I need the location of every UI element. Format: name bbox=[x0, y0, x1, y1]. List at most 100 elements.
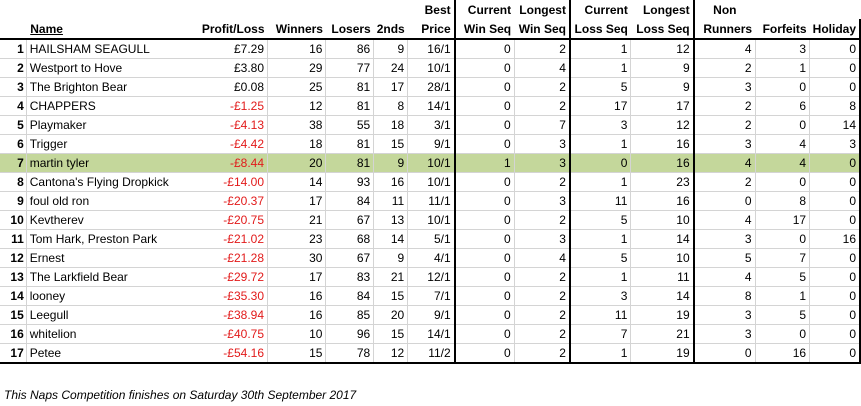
header-current-win-seq-1: Current bbox=[453, 0, 515, 19]
losers-count: 86 bbox=[325, 39, 375, 59]
current-loss-seq: 11 bbox=[568, 191, 632, 211]
winners-count: 16 bbox=[267, 305, 327, 325]
best-price: 14/1 bbox=[407, 96, 456, 116]
player-name: Playmaker bbox=[26, 115, 188, 135]
best-price: 12/1 bbox=[407, 267, 456, 287]
seconds-count: 15 bbox=[373, 134, 409, 154]
longest-win-seq: 3 bbox=[514, 229, 571, 249]
header-longest-loss-seq-2: Loss Seq bbox=[630, 19, 694, 40]
longest-loss-seq: 9 bbox=[630, 77, 695, 97]
player-name: Kevtherev bbox=[26, 210, 188, 230]
non-runners: 8 bbox=[692, 286, 756, 306]
longest-loss-seq: 10 bbox=[630, 210, 695, 230]
table-row: 11 Tom Hark, Preston Park -£21.02 23 68 14 5/1… bbox=[0, 229, 861, 249]
longest-loss-seq: 10 bbox=[630, 248, 695, 268]
current-loss-seq: 1 bbox=[568, 58, 632, 78]
best-price: 9/1 bbox=[407, 134, 456, 154]
forfeits: 0 bbox=[755, 115, 811, 135]
table-row: 6 Trigger -£4.42 18 81 15 9/1 0 3 1 16 3 4 3 bbox=[0, 134, 861, 154]
player-name: looney bbox=[26, 286, 188, 306]
current-win-seq: 0 bbox=[453, 58, 515, 78]
winners-count: 25 bbox=[267, 77, 327, 97]
current-win-seq: 0 bbox=[453, 115, 515, 135]
player-name: Ernest bbox=[26, 248, 188, 268]
player-name: Tom Hark, Preston Park bbox=[26, 229, 188, 249]
profit-loss: -£4.13 bbox=[187, 115, 268, 135]
seconds-count: 16 bbox=[373, 172, 409, 192]
longest-loss-seq: 17 bbox=[630, 96, 695, 116]
forfeits: 0 bbox=[755, 77, 811, 97]
forfeits: 6 bbox=[755, 96, 811, 116]
holiday: 0 bbox=[809, 210, 861, 230]
holiday: 0 bbox=[809, 172, 861, 192]
longest-win-seq: 3 bbox=[514, 134, 571, 154]
winners-count: 38 bbox=[267, 115, 327, 135]
player-name: Westport to Hove bbox=[26, 58, 188, 78]
longest-loss-seq: 16 bbox=[630, 153, 695, 173]
profit-loss: -£21.28 bbox=[187, 248, 268, 268]
profit-loss: -£54.16 bbox=[187, 343, 268, 364]
non-runners: 4 bbox=[692, 153, 756, 173]
rank-cell: 11 bbox=[0, 229, 27, 249]
current-win-seq: 0 bbox=[453, 96, 515, 116]
forfeits: 5 bbox=[755, 267, 811, 287]
current-win-seq: 0 bbox=[453, 210, 515, 230]
losers-count: 85 bbox=[325, 305, 375, 325]
forfeits: 0 bbox=[755, 229, 811, 249]
table-row: 17 Petee -£54.16 15 78 12 11/2 0 2 1 19 0 16 0 bbox=[0, 343, 861, 364]
non-runners: 3 bbox=[692, 77, 756, 97]
current-win-seq: 0 bbox=[453, 134, 515, 154]
holiday: 0 bbox=[809, 343, 861, 364]
current-win-seq: 0 bbox=[453, 343, 515, 364]
longest-win-seq: 2 bbox=[514, 77, 571, 97]
current-win-seq: 0 bbox=[453, 39, 515, 59]
non-runners: 3 bbox=[692, 305, 756, 325]
current-loss-seq: 5 bbox=[568, 77, 632, 97]
non-runners: 0 bbox=[692, 191, 756, 211]
player-name: The Larkfield Bear bbox=[26, 267, 188, 287]
player-name: HAILSHAM SEAGULL bbox=[26, 39, 188, 59]
current-win-seq: 0 bbox=[453, 248, 515, 268]
current-win-seq: 0 bbox=[453, 305, 515, 325]
profit-loss: £0.08 bbox=[187, 77, 268, 97]
header-best-price-1: Best bbox=[424, 3, 451, 17]
longest-loss-seq: 14 bbox=[630, 286, 695, 306]
non-runners: 2 bbox=[692, 115, 756, 135]
header-best-price-2: Price bbox=[407, 19, 455, 40]
player-name: Petee bbox=[26, 343, 188, 364]
losers-count: 77 bbox=[325, 58, 375, 78]
table-row: 5 Playmaker -£4.13 38 55 18 3/1 0 7 3 12 2 0 14 bbox=[0, 115, 861, 135]
holiday: 16 bbox=[809, 229, 861, 249]
table-row: 12 Ernest -£21.28 30 67 9 4/1 0 4 5 10 5 7 0 bbox=[0, 248, 861, 268]
seconds-count: 18 bbox=[373, 115, 409, 135]
winners-count: 20 bbox=[267, 153, 327, 173]
longest-win-seq: 2 bbox=[514, 286, 571, 306]
header-winners: Winners bbox=[267, 19, 326, 40]
best-price: 10/1 bbox=[407, 210, 456, 230]
seconds-count: 9 bbox=[373, 39, 409, 59]
non-runners: 5 bbox=[692, 248, 756, 268]
rank-cell: 4 bbox=[0, 96, 27, 116]
seconds-count: 15 bbox=[373, 286, 409, 306]
holiday: 0 bbox=[809, 267, 861, 287]
winners-count: 12 bbox=[267, 96, 327, 116]
table-row: 3 The Brighton Bear £0.08 25 81 17 28/1 0 2 5 9 3 0 0 bbox=[0, 77, 861, 97]
longest-loss-seq: 16 bbox=[630, 191, 695, 211]
current-win-seq: 0 bbox=[453, 172, 515, 192]
longest-win-seq: 2 bbox=[514, 324, 571, 344]
table-row: 4 CHAPPERS -£1.25 12 81 8 14/1 0 2 17 17 2 6 8 bbox=[0, 96, 861, 116]
best-price: 11/2 bbox=[407, 343, 456, 364]
table-body: 1 HAILSHAM SEAGULL £7.29 16 86 9 16/1 0 2 1 12 4 3 0 2… bbox=[0, 39, 861, 364]
table-row: 7 martin tyler -£8.44 20 81 9 10/1 1 3 0 16 4 4 0 bbox=[0, 153, 861, 173]
longest-loss-seq: 19 bbox=[630, 305, 695, 325]
table-row: 16 whitelion -£40.75 10 96 15 14/1 0 2 7 21 3 0 0 bbox=[0, 324, 861, 344]
rank-cell: 13 bbox=[0, 267, 27, 287]
forfeits: 5 bbox=[755, 305, 811, 325]
longest-loss-seq: 9 bbox=[630, 58, 695, 78]
holiday: 0 bbox=[809, 191, 861, 211]
table-row: 1 HAILSHAM SEAGULL £7.29 16 86 9 16/1 0 2 1 12 4 3 0 bbox=[0, 39, 861, 59]
current-loss-seq: 3 bbox=[568, 286, 632, 306]
current-loss-seq: 7 bbox=[568, 324, 632, 344]
player-name: Trigger bbox=[26, 134, 188, 154]
current-win-seq: 0 bbox=[453, 229, 515, 249]
